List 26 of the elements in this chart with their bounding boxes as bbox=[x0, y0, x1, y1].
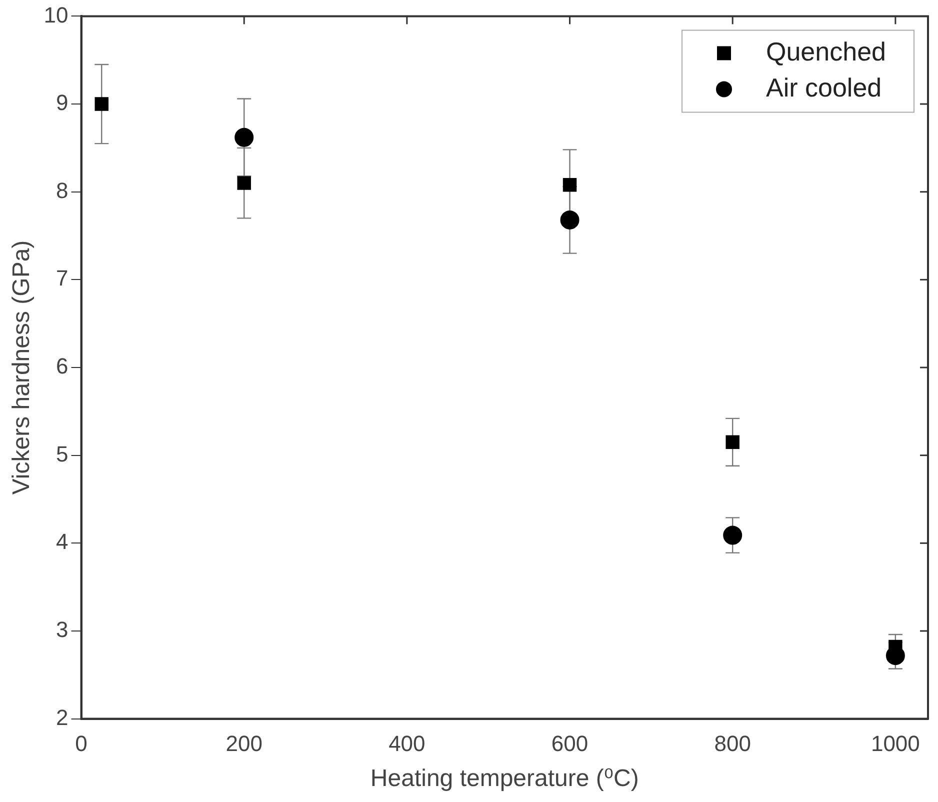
x-tick-label: 800 bbox=[714, 731, 751, 756]
point bbox=[562, 178, 577, 192]
y-tick-label: 4 bbox=[56, 529, 68, 554]
point bbox=[726, 435, 740, 450]
point bbox=[94, 97, 108, 111]
x-tick-label: 600 bbox=[551, 731, 588, 756]
x-axis-title: Heating temperature (⁰C) bbox=[370, 765, 639, 792]
point bbox=[560, 210, 580, 230]
y-tick-label: 6 bbox=[56, 354, 68, 379]
x-tick-label: 200 bbox=[226, 731, 262, 756]
y-tick-label: 9 bbox=[56, 90, 68, 116]
y-tick-label: 8 bbox=[56, 178, 68, 203]
point bbox=[237, 176, 251, 190]
y-tick-label: 5 bbox=[56, 441, 68, 466]
point bbox=[234, 128, 254, 147]
y-tick-label: 7 bbox=[56, 266, 68, 291]
point bbox=[723, 526, 742, 545]
legend-label: Air cooled bbox=[766, 72, 882, 102]
legend-label: Quenched bbox=[766, 36, 886, 66]
x-tick-label: 0 bbox=[75, 731, 88, 756]
y-axis-title: Vickers hardness (GPa) bbox=[8, 240, 36, 495]
x-tick-label: 1000 bbox=[870, 731, 920, 756]
y-tick-label: 10 bbox=[44, 2, 68, 28]
y-tick-label: 2 bbox=[56, 704, 68, 730]
y-tick-label: 3 bbox=[56, 617, 68, 642]
x-tick-label: 400 bbox=[388, 731, 426, 756]
